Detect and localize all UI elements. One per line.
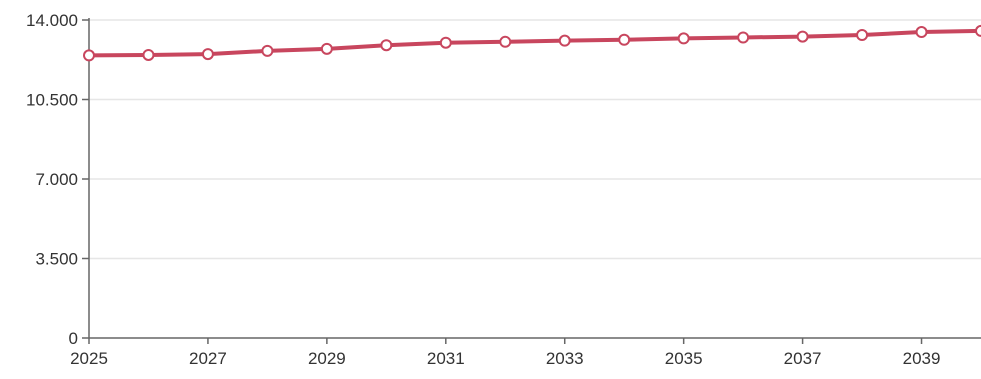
x-tick-label: 2037 <box>784 349 822 368</box>
y-tick-label: 0 <box>69 329 78 348</box>
x-tick-label: 2035 <box>665 349 703 368</box>
data-point[interactable] <box>677 32 690 45</box>
series-line <box>87 28 981 58</box>
data-point[interactable] <box>915 26 928 39</box>
x-tick-label: 2033 <box>546 349 584 368</box>
x-tick-label: 2031 <box>427 349 465 368</box>
data-point[interactable] <box>856 28 869 41</box>
data-point[interactable] <box>618 33 631 46</box>
y-tick-label: 14.000 <box>26 11 78 30</box>
data-point[interactable] <box>261 44 274 57</box>
data-point[interactable] <box>201 48 214 61</box>
data-point[interactable] <box>380 39 393 52</box>
data-point[interactable] <box>320 42 333 55</box>
data-point[interactable] <box>142 48 155 61</box>
x-tick-label: 2025 <box>70 349 108 368</box>
data-point[interactable] <box>796 30 809 43</box>
y-tick-label: 10.500 <box>26 91 78 110</box>
axes <box>88 18 981 339</box>
y-tick-label: 7.000 <box>35 170 78 189</box>
y-tick-label: 3.500 <box>35 250 78 269</box>
data-points <box>83 24 981 62</box>
grid-lines <box>89 19 981 260</box>
y-axis-ticks: 0 3.500 7.000 10.500 14.000 <box>26 11 89 348</box>
data-point[interactable] <box>439 36 452 49</box>
x-tick-label: 2039 <box>903 349 941 368</box>
x-tick-label: 2029 <box>308 349 346 368</box>
data-point[interactable] <box>558 34 571 47</box>
data-point[interactable] <box>499 35 512 48</box>
x-axis-ticks: 2025 2027 2029 2031 2033 2035 2037 2039 <box>70 338 940 368</box>
x-tick-label: 2027 <box>189 349 227 368</box>
data-point[interactable] <box>83 49 95 62</box>
data-point[interactable] <box>737 31 750 44</box>
data-point[interactable] <box>975 24 981 37</box>
series-layer <box>87 28 981 58</box>
